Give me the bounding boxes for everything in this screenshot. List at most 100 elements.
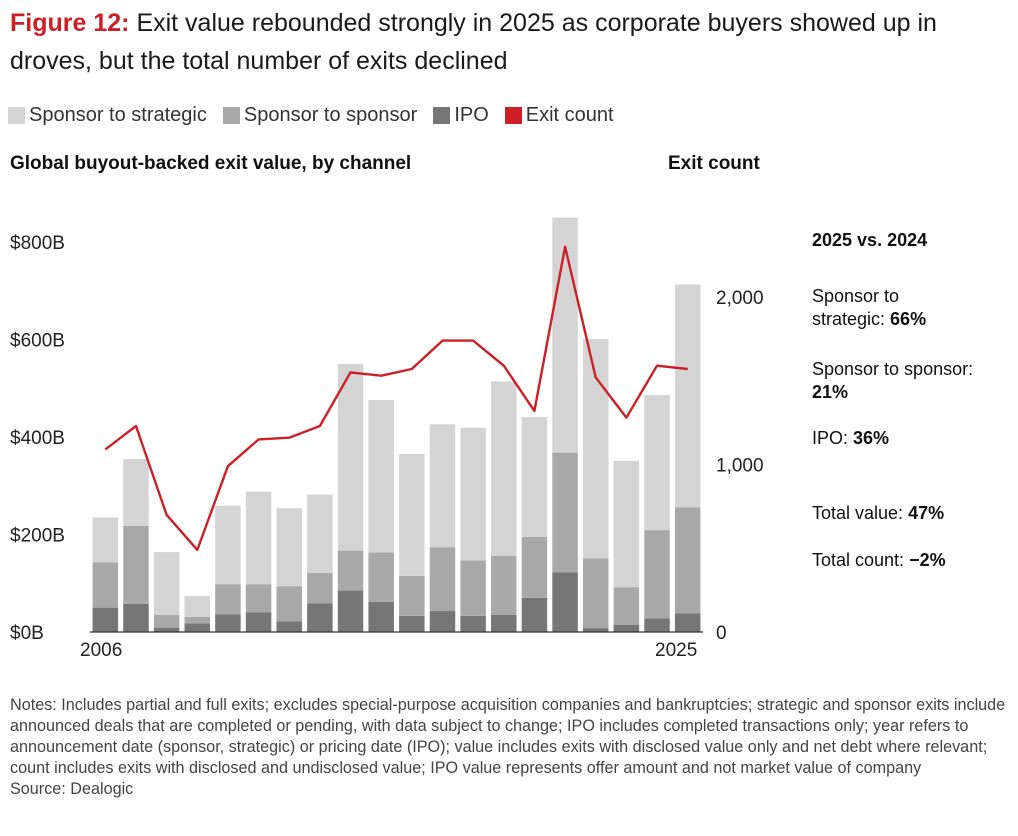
bar-sponsor-to-sponsor-2008 xyxy=(153,614,180,628)
legend-swatch-ipo xyxy=(433,106,451,124)
bar-ipo-2014 xyxy=(337,590,364,632)
bar-sponsor-to-sponsor-2014 xyxy=(337,550,364,591)
stat-value-total-value: 47% xyxy=(908,503,945,523)
chart-legend: Sponsor to strategic Sponsor to sponsor … xyxy=(8,101,630,129)
bar-sponsor-to-strategic-2011 xyxy=(245,491,272,585)
bar-sponsor-to-sponsor-2019 xyxy=(491,555,517,615)
bar-sponsor-to-strategic-2014 xyxy=(337,363,364,551)
bar-ipo-2011 xyxy=(245,612,272,632)
bar-sponsor-to-strategic-2017 xyxy=(429,424,456,548)
bar-sponsor-to-strategic-2019 xyxy=(491,381,517,556)
bar-sponsor-to-sponsor-2024 xyxy=(644,530,670,619)
bar-sponsor-to-sponsor-2023 xyxy=(613,587,640,625)
bar-sponsor-to-sponsor-2012 xyxy=(276,586,302,622)
bar-sponsor-to-sponsor-2007 xyxy=(123,525,149,604)
legend-swatch-sponsor-to-strategic xyxy=(8,106,25,124)
bar-sponsor-to-sponsor-2013 xyxy=(307,573,333,604)
stat-label: strategic: xyxy=(812,309,886,329)
x-tick-label-first: 2006 xyxy=(80,640,122,661)
bar-sponsor-to-sponsor-2017 xyxy=(429,547,456,612)
bar-ipo-2012 xyxy=(276,621,302,632)
bar-sponsor-to-strategic-2018 xyxy=(460,427,486,561)
bar-sponsor-to-sponsor-2022 xyxy=(582,558,609,629)
left-tick-label: $200B xyxy=(10,526,65,547)
stat-value-sponsor-to-sponsor: 21% xyxy=(812,382,849,402)
bar-ipo-2020 xyxy=(521,597,548,632)
bar-sponsor-to-sponsor-2009 xyxy=(184,616,211,624)
bar-sponsor-to-strategic-2016 xyxy=(399,454,425,576)
bar-sponsor-to-sponsor-2018 xyxy=(460,560,486,616)
bar-ipo-2017 xyxy=(429,611,456,632)
bar-sponsor-to-strategic-2022 xyxy=(582,339,609,559)
bar-sponsor-to-strategic-2008 xyxy=(153,552,180,615)
bar-sponsor-to-strategic-2015 xyxy=(368,399,394,553)
legend-label-sponsor-to-strategic: Sponsor to strategic xyxy=(29,103,207,126)
bar-ipo-2025 xyxy=(674,613,701,632)
stat-label-total-value: Total value: xyxy=(812,503,904,523)
stat-value-sponsor-to-strategic: 66% xyxy=(890,309,927,329)
legend-label-exit-count: Exit count xyxy=(525,103,614,126)
bar-ipo-2010 xyxy=(215,614,241,632)
right-tick-label: 0 xyxy=(716,623,727,644)
left-tick-label: $0B xyxy=(10,623,44,644)
bar-sponsor-to-strategic-2013 xyxy=(307,494,333,574)
bar-ipo-2022 xyxy=(582,628,609,632)
bar-ipo-2018 xyxy=(460,615,486,632)
bar-ipo-2013 xyxy=(307,603,333,632)
stat-sponsor-to-sponsor: Sponsor to sponsor: 21% xyxy=(812,358,1012,404)
bar-sponsor-to-strategic-2007 xyxy=(123,458,149,526)
stat-value-total-count: −2% xyxy=(909,550,946,570)
bar-sponsor-to-strategic-2023 xyxy=(613,460,640,588)
stat-label-total-count: Total count: xyxy=(812,550,905,570)
right-tick-label: 2,000 xyxy=(716,288,764,309)
bar-sponsor-to-sponsor-2006 xyxy=(92,562,119,608)
stat-sponsor-to-strategic: Sponsor to strategic: 66% xyxy=(812,286,927,329)
legend-swatch-exit-count xyxy=(504,106,522,124)
left-tick-label: $800B xyxy=(10,233,65,254)
chart-subtitle: Global buyout-backed exit value, by chan… xyxy=(10,153,412,174)
bar-ipo-2024 xyxy=(644,618,670,632)
figure-title-text: Exit value rebounded strongly in 2025 as… xyxy=(10,9,937,75)
bar-sponsor-to-strategic-2010 xyxy=(215,505,241,585)
bar-sponsor-to-strategic-2006 xyxy=(92,517,119,563)
bar-sponsor-to-sponsor-2016 xyxy=(399,575,425,616)
stat-total-count: Total count: −2% xyxy=(812,549,1012,572)
bar-sponsor-to-strategic-2024 xyxy=(644,395,670,531)
right-tick-label: 1,000 xyxy=(716,456,764,477)
bar-sponsor-to-strategic-2021 xyxy=(552,217,578,453)
bar-ipo-2023 xyxy=(613,624,640,632)
bar-sponsor-to-sponsor-2025 xyxy=(674,507,701,614)
stat-label-ipo: IPO: xyxy=(812,428,849,448)
legend-item-sponsor-to-strategic: Sponsor to strategic xyxy=(8,104,207,127)
bar-sponsor-to-strategic-2020 xyxy=(521,417,548,537)
bar-ipo-2019 xyxy=(491,614,517,632)
bar-ipo-2009 xyxy=(184,623,211,632)
bar-sponsor-to-strategic-2012 xyxy=(276,508,302,587)
exit-count-line xyxy=(104,245,688,552)
notes-text: Notes: Includes partial and full exits; … xyxy=(10,696,1006,777)
stat-ipo: IPO: 36% xyxy=(812,427,1012,450)
bar-sponsor-to-sponsor-2015 xyxy=(368,552,394,602)
bar-ipo-2007 xyxy=(123,603,149,632)
legend-swatch-sponsor-to-sponsor xyxy=(222,106,240,124)
left-tick-label: $600B xyxy=(10,331,65,352)
bar-sponsor-to-sponsor-2020 xyxy=(521,536,548,598)
x-tick-label-last: 2025 xyxy=(655,640,697,661)
figure-label: Figure 12: xyxy=(10,9,130,37)
bar-ipo-2015 xyxy=(368,601,394,632)
legend-label-ipo: IPO xyxy=(454,103,489,126)
stat-value-ipo: 36% xyxy=(853,428,890,448)
stat-label-sponsor-to-sponsor: Sponsor to sponsor: xyxy=(812,359,974,379)
legend-label-sponsor-to-sponsor: Sponsor to sponsor xyxy=(243,103,418,126)
source-text: Source: Dealogic xyxy=(10,780,134,798)
legend-item-exit-count: Exit count xyxy=(504,103,614,127)
right-axis-title: Exit count xyxy=(668,153,760,174)
legend-item-sponsor-to-sponsor: Sponsor to sponsor xyxy=(222,103,418,127)
bar-sponsor-to-sponsor-2011 xyxy=(245,584,272,613)
bar-ipo-2008 xyxy=(153,627,180,632)
bar-ipo-2016 xyxy=(399,615,425,632)
stat-total-value: Total value: 47% xyxy=(812,502,1012,525)
legend-item-ipo: IPO xyxy=(433,103,489,127)
bar-sponsor-to-sponsor-2021 xyxy=(552,452,578,573)
